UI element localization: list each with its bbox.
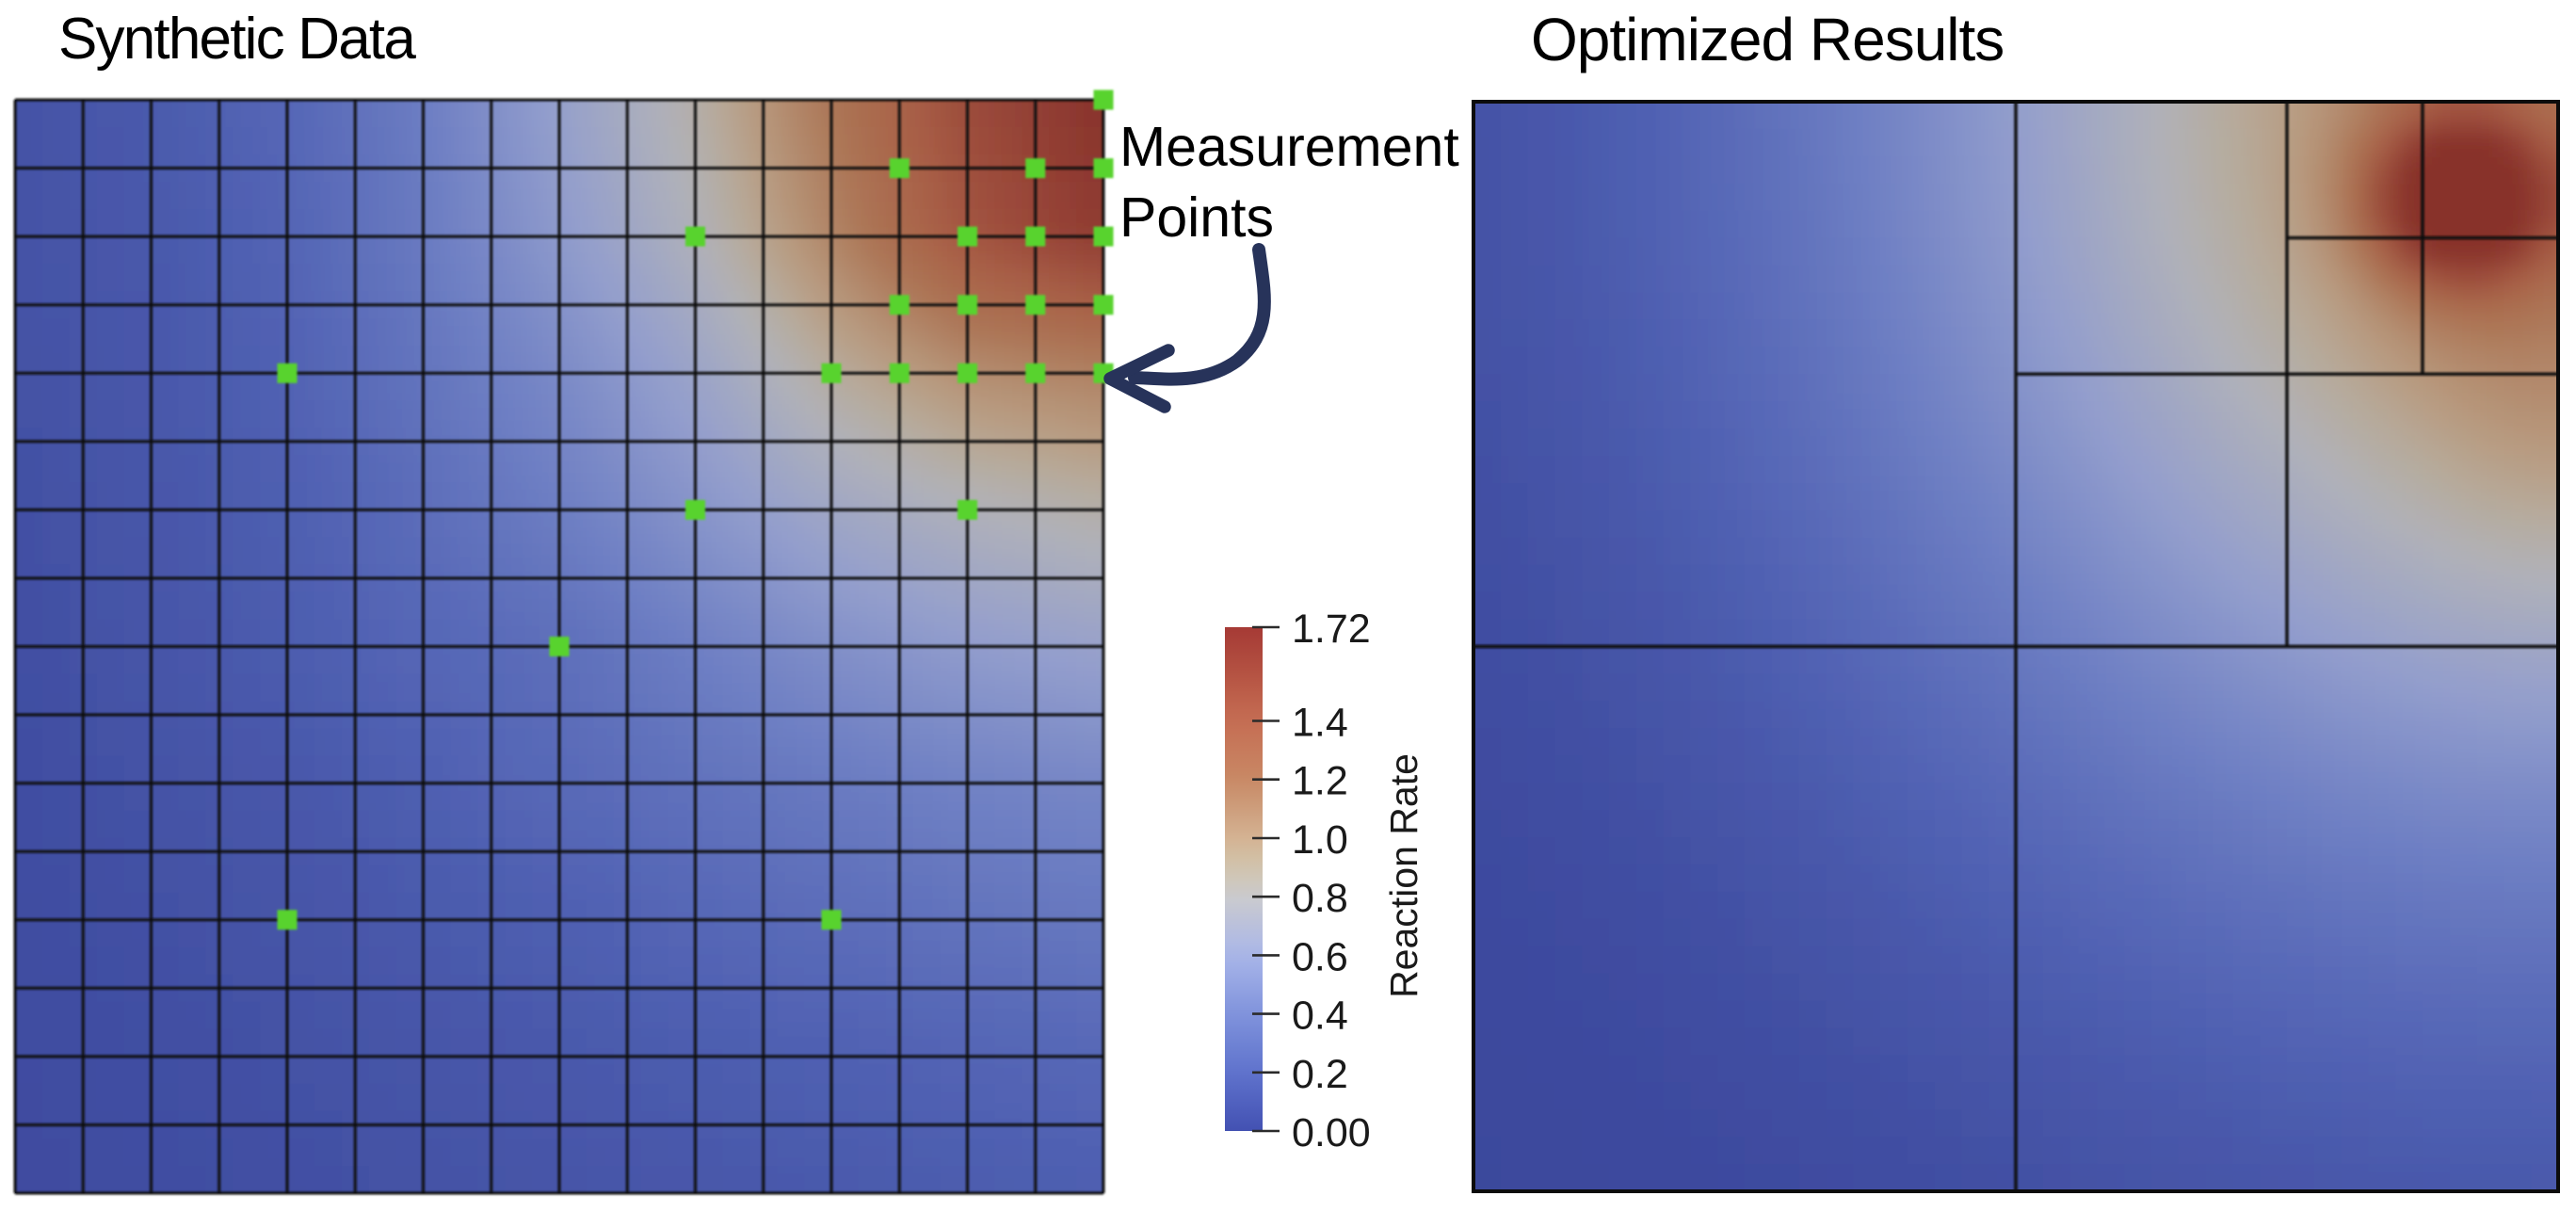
svg-text:0.8: 0.8 [1292,876,1348,921]
svg-text:1.0: 1.0 [1292,817,1348,863]
svg-text:0.4: 0.4 [1292,994,1348,1039]
svg-text:0.6: 0.6 [1292,934,1348,979]
svg-text:Points: Points [1119,186,1274,249]
svg-text:Synthetic Data: Synthetic Data [58,7,416,72]
svg-text:1.72: 1.72 [1292,606,1371,652]
svg-text:1.4: 1.4 [1292,701,1348,746]
svg-text:Measurement: Measurement [1119,116,1459,178]
svg-text:0.00: 0.00 [1292,1110,1371,1155]
svg-text:Reaction Rate: Reaction Rate [1382,753,1425,998]
svg-text:0.2: 0.2 [1292,1052,1348,1097]
svg-text:Optimized Results: Optimized Results [1531,6,2004,73]
svg-text:1.2: 1.2 [1292,759,1348,804]
